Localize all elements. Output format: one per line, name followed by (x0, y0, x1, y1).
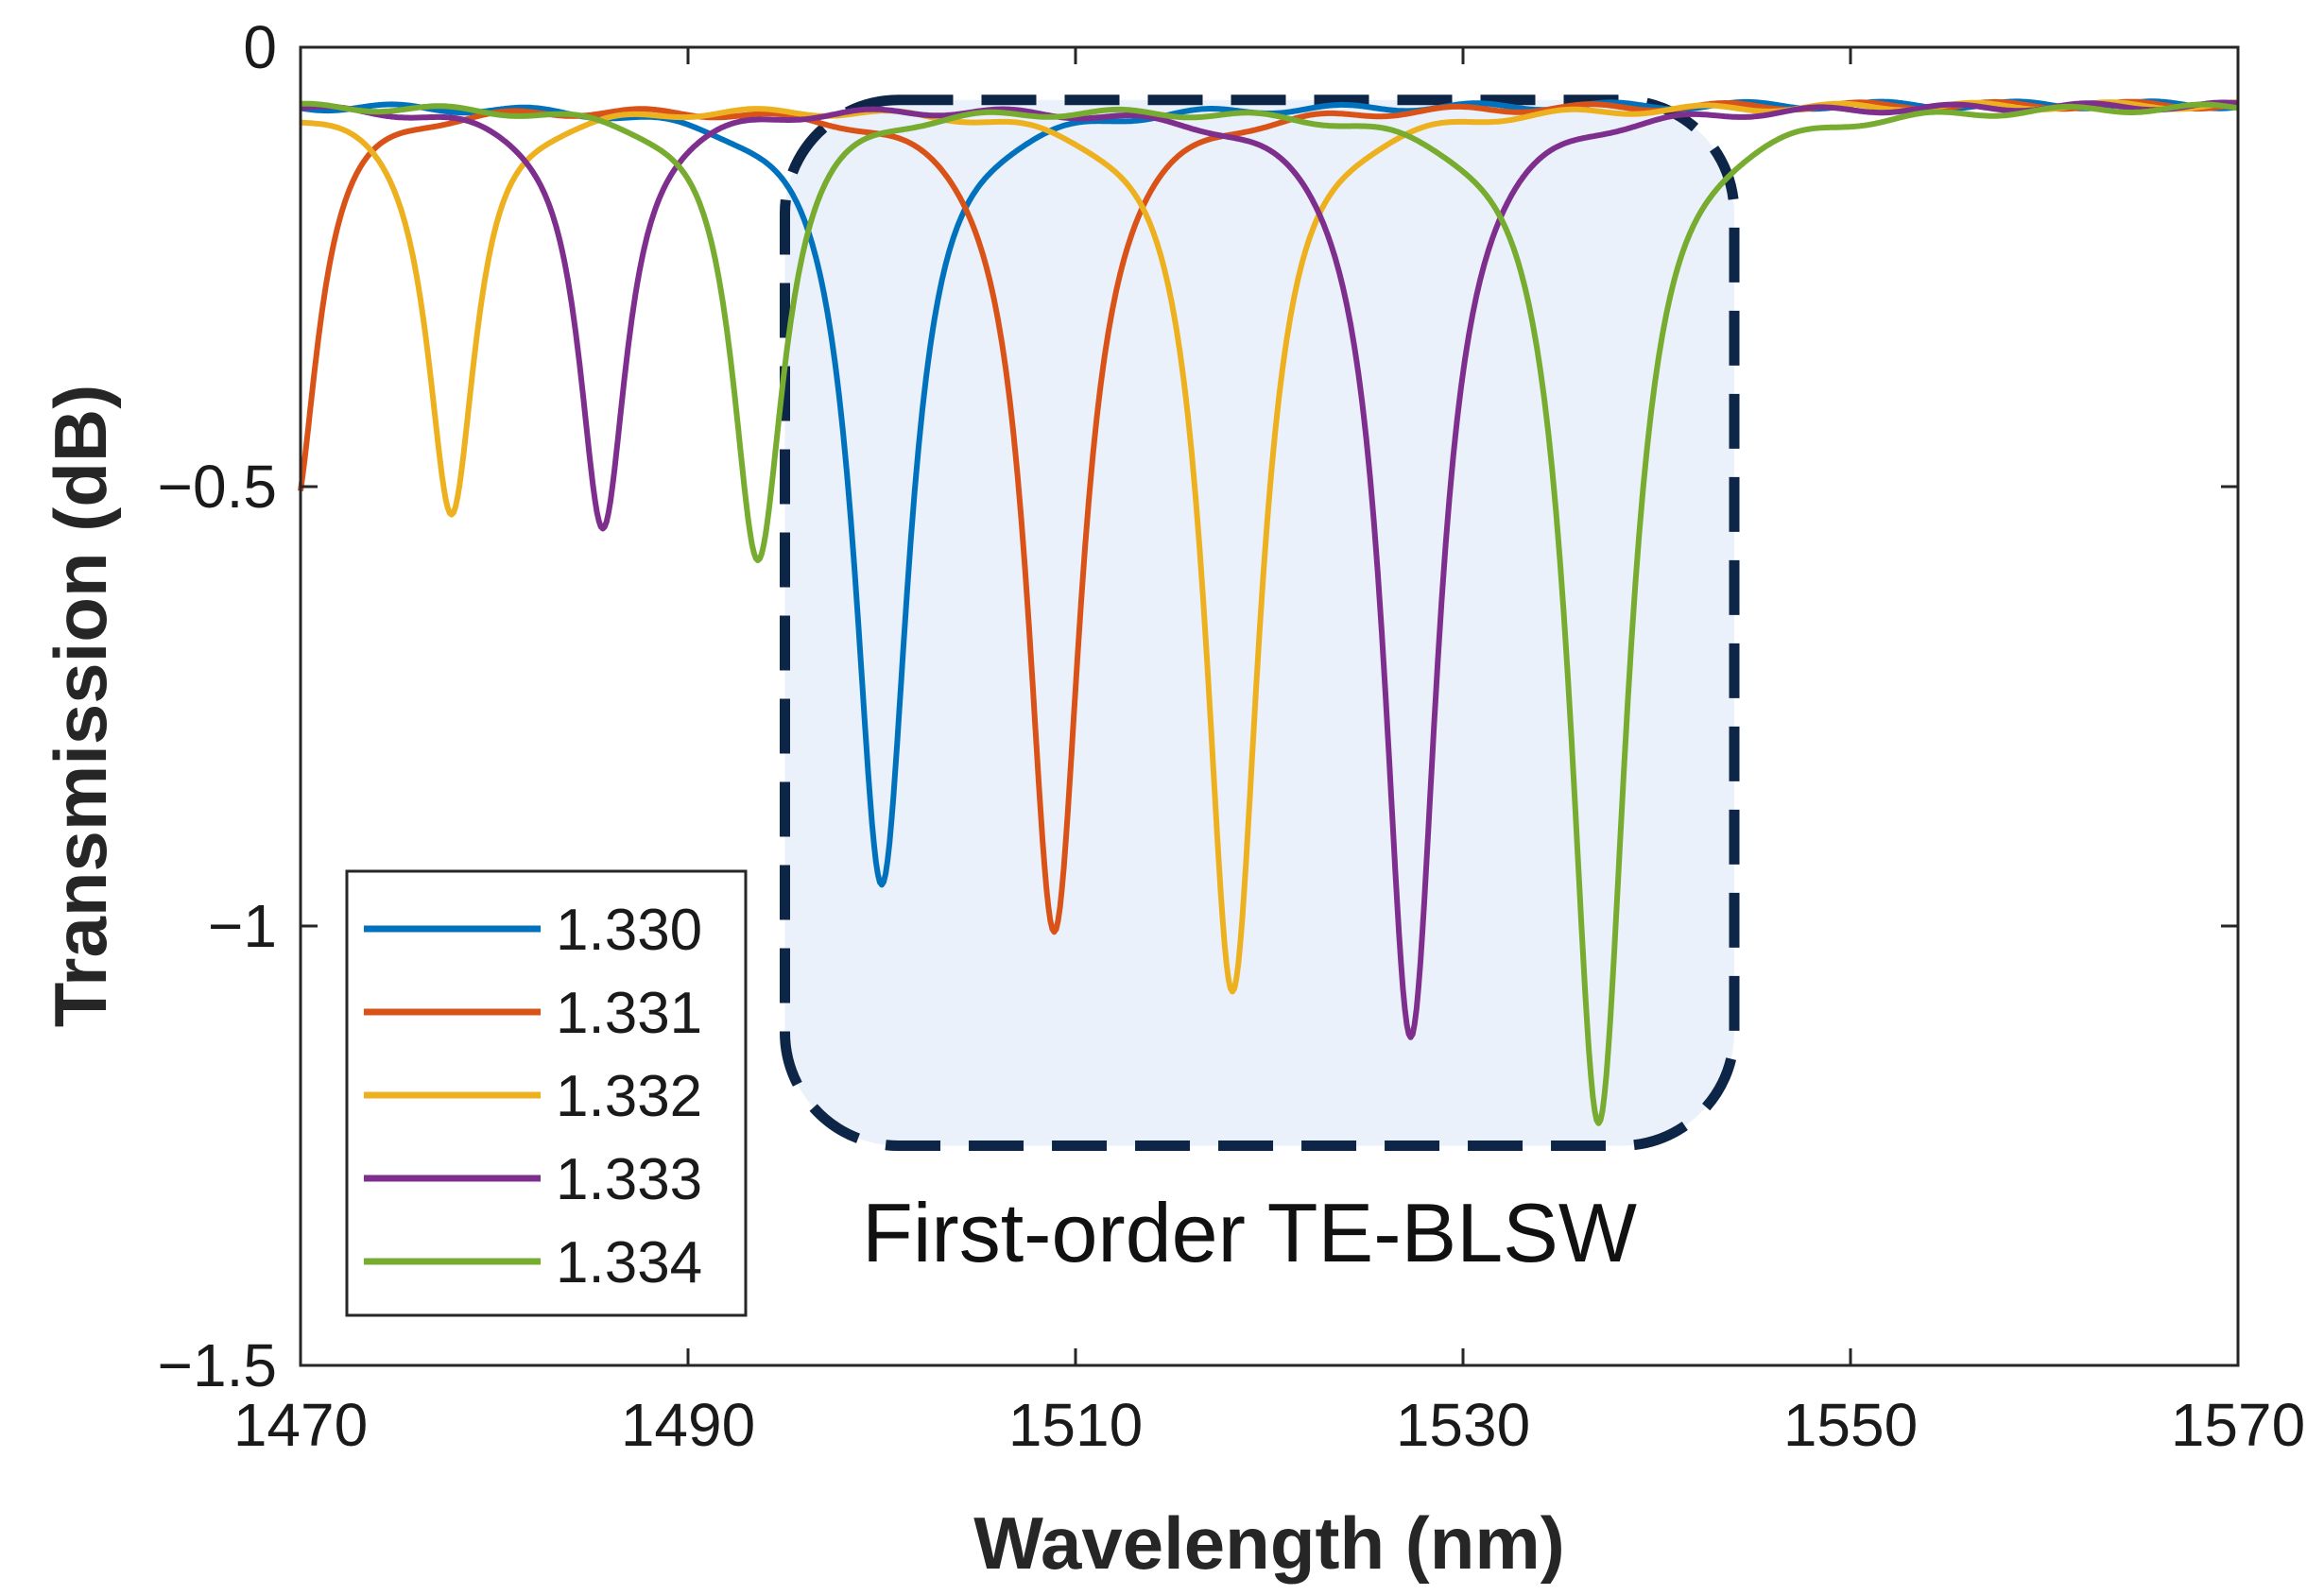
x-tick-label: 1490 (621, 1391, 755, 1459)
x-tick-label: 1530 (1396, 1391, 1530, 1459)
legend-label: 1.330 (556, 898, 702, 963)
plot-frame (299, 45, 2240, 1367)
x-tick-label: 1470 (233, 1391, 368, 1459)
y-tick-label: 0 (243, 13, 277, 81)
series-line-1-334 (300, 100, 2239, 1126)
x-tick-label: 1570 (2171, 1391, 2305, 1459)
y-tick-label: −1.5 (158, 1331, 277, 1399)
y-tick-label: −1 (208, 892, 277, 960)
legend-label: 1.334 (556, 1230, 702, 1295)
legend-label: 1.332 (556, 1064, 702, 1129)
legend-label: 1.331 (556, 981, 702, 1046)
legend: 1.330 1.331 1.332 1.333 1.334 (345, 869, 748, 1317)
y-axis-title: Transmission (dB) (39, 385, 122, 1027)
series-line-1-333 (300, 99, 2239, 1040)
series-layer (298, 98, 2239, 1126)
annotation-label: First-order TE-BLSW (862, 1186, 1637, 1279)
x-axis-title: Wavelength (nm) (973, 1501, 1564, 1585)
tick-layer: 1470 1490 1510 1530 1550 1570 0 −0.5 −1 −1.5 (158, 13, 2306, 1459)
y-tick-label: −0.5 (158, 453, 277, 521)
legend-label: 1.333 (556, 1147, 702, 1212)
x-tick-label: 1510 (1008, 1391, 1143, 1459)
x-tick-label: 1550 (1783, 1391, 1918, 1459)
